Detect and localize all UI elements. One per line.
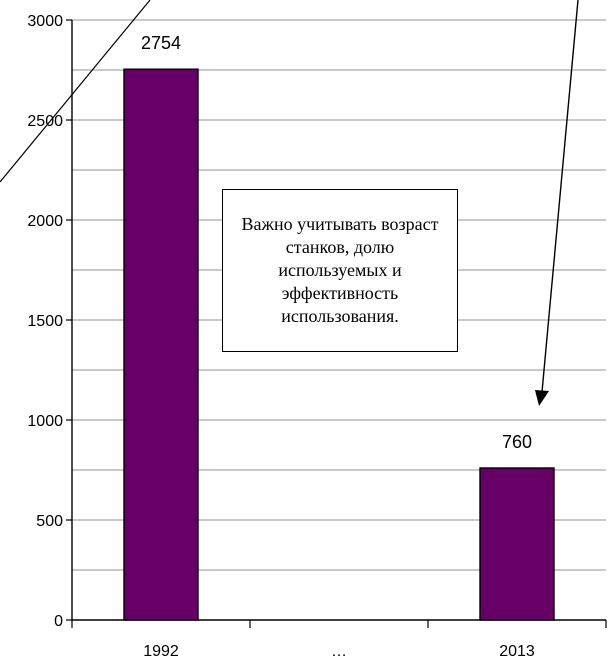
annotation-arrowhead [535, 390, 549, 406]
annotation-line-left [0, 0, 151, 183]
y-tick-label: 500 [36, 513, 63, 530]
y-tick-label: 0 [54, 613, 63, 630]
y-tick-label: 2500 [27, 113, 63, 130]
annotation-box: Важно учитывать возраст станков, долю ис… [222, 189, 458, 352]
x-tick-label: 2013 [499, 643, 535, 660]
x-axis-ticks: 1992 … 2013 [71, 620, 607, 660]
y-tick-label: 2000 [27, 213, 63, 230]
bar [123, 68, 199, 621]
data-label: 2754 [141, 33, 181, 53]
data-label: 760 [502, 432, 532, 452]
y-axis-ticks: 0 500 1000 1500 2000 2500 3000 [27, 13, 72, 630]
annotation-text: Важно учитывать возраст станков, долю ис… [241, 214, 439, 326]
data-labels: 2754 760 [141, 33, 532, 452]
y-tick-label: 1500 [27, 313, 63, 330]
axes [71, 20, 606, 621]
annotation-arrows [0, 0, 579, 406]
y-tick-label: 1000 [27, 413, 63, 430]
x-tick-label: … [331, 643, 347, 660]
annotation-arrow-line [541, 0, 579, 393]
bar [479, 467, 555, 621]
y-tick-label: 3000 [27, 13, 63, 30]
x-tick-label: 1992 [143, 643, 179, 660]
